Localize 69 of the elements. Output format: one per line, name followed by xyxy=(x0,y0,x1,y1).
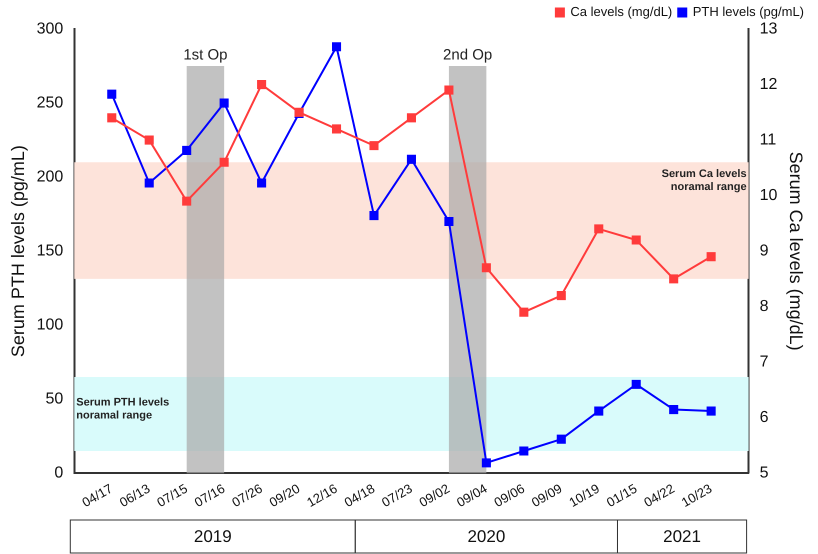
y2-tick-label: 11 xyxy=(760,131,776,148)
point xyxy=(444,216,454,226)
point xyxy=(594,224,604,234)
x-tick-label: 09/09 xyxy=(528,480,565,510)
y2-tick-label: 8 xyxy=(760,298,769,316)
y2-tick-label: 12 xyxy=(760,76,778,93)
point xyxy=(182,196,192,206)
y2-tick-label: 6 xyxy=(760,409,769,426)
y2-tick-label: 10 xyxy=(760,186,778,204)
text: 2019 xyxy=(194,527,232,546)
y2-tick-label: 9 xyxy=(760,242,769,260)
x-tick-label: 04/18 xyxy=(342,480,378,510)
point xyxy=(556,291,566,300)
point xyxy=(107,90,116,99)
x-tick-label: 07/23 xyxy=(379,480,415,510)
text: 2021 xyxy=(663,527,701,546)
x-tick-label: 07/26 xyxy=(229,480,265,510)
point xyxy=(107,113,116,122)
y-tick-label: 200 xyxy=(36,168,64,186)
y-tick-label: 100 xyxy=(36,316,64,334)
x-tick-label: 09/20 xyxy=(266,480,302,510)
y2-tick-label: 5 xyxy=(760,464,769,482)
legend-label: Ca levels (mg/dL) xyxy=(570,4,672,20)
point xyxy=(257,178,266,188)
text: 2020 xyxy=(467,527,506,546)
x-tick-label: 09/02 xyxy=(416,480,452,510)
point xyxy=(594,406,604,416)
point xyxy=(632,235,641,245)
point xyxy=(369,141,379,150)
point xyxy=(220,158,229,167)
y2-tick-label: 13 xyxy=(760,20,778,38)
point xyxy=(406,154,416,164)
y2-axis-title: Serum Ca levels (mg/dL) xyxy=(786,152,806,351)
point xyxy=(669,274,678,284)
band-label: Serum Ca levels noramal range xyxy=(662,168,747,193)
band-label: 1st Op xyxy=(183,46,228,64)
band-label: Serum PTH levels noramal range xyxy=(76,396,170,422)
point xyxy=(519,446,528,456)
point xyxy=(556,434,566,444)
band-label: 2nd Op xyxy=(443,46,492,64)
point xyxy=(220,98,229,108)
point xyxy=(706,252,716,262)
point xyxy=(182,146,192,155)
point xyxy=(369,211,379,220)
y-tick-label: 250 xyxy=(36,94,64,112)
x-tick-label: 06/13 xyxy=(116,480,153,510)
point xyxy=(482,458,491,468)
y-tick-label: 300 xyxy=(36,20,64,38)
y-tick-label: 50 xyxy=(46,390,64,408)
point xyxy=(519,308,528,317)
point xyxy=(144,136,154,145)
x-tick-label: 09/06 xyxy=(491,480,528,510)
point xyxy=(632,380,641,389)
point xyxy=(482,263,491,272)
y-tick-label: 0 xyxy=(54,464,64,482)
point xyxy=(406,113,416,122)
point xyxy=(332,42,342,52)
point xyxy=(444,86,454,95)
y-tick-label: 150 xyxy=(36,242,64,260)
x-tick-label: 04/22 xyxy=(641,480,677,510)
y2-tick-label: 7 xyxy=(760,354,769,371)
point xyxy=(706,406,716,416)
x-tick-label: 07/16 xyxy=(192,480,228,510)
point xyxy=(257,80,266,90)
point xyxy=(669,405,678,414)
point xyxy=(332,124,342,134)
point xyxy=(144,178,154,188)
y-axis-title: Serum PTH levels (pg/mL) xyxy=(8,145,28,358)
legend-label: PTH levels (pg/mL) xyxy=(692,4,804,20)
